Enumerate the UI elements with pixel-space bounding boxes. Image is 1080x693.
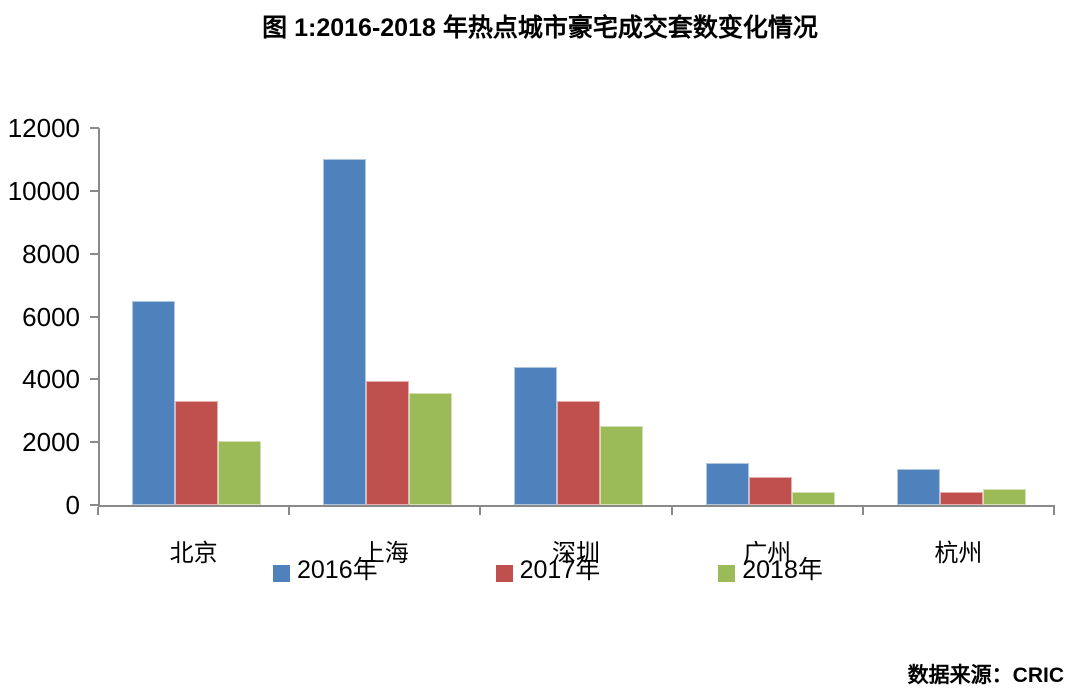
- x-axis-tick-mark: [1053, 507, 1055, 515]
- bar-2018年-广州: [791, 492, 835, 505]
- chart-title: 图 1:2016-2018 年热点城市豪宅成交套数变化情况: [262, 14, 818, 42]
- y-axis-tick-label: 10000: [7, 175, 80, 206]
- y-axis-tick-mark: [90, 189, 99, 192]
- y-axis-tick-label: 0: [65, 490, 80, 520]
- y-axis-tick-mark: [90, 378, 99, 381]
- y-axis-tick-label: 6000: [22, 301, 80, 332]
- bar-2017年-上海: [366, 380, 410, 505]
- legend-swatch-icon: [495, 565, 513, 582]
- bar-2016年-广州: [705, 462, 749, 505]
- y-axis-tick-mark: [90, 441, 99, 444]
- y-axis-line: [98, 128, 100, 507]
- legend-item-2016年: 2016年: [273, 558, 378, 583]
- x-axis-tick-mark: [861, 507, 864, 515]
- bar-2017年-广州: [748, 476, 792, 505]
- y-axis-tick-mark: [90, 252, 99, 255]
- legend-item-2017年: 2017年: [495, 556, 601, 584]
- y-axis-tick-label: 12000: [7, 113, 80, 143]
- bar-2017年-深圳: [557, 401, 601, 505]
- legend-label: 2018年: [742, 556, 823, 584]
- legend-label: 2017年: [519, 556, 601, 584]
- y-axis-tick-mark: [90, 127, 99, 129]
- x-axis-tick-mark: [97, 507, 99, 515]
- category-label-广州: 广州: [743, 540, 792, 567]
- chart-legend: 2016年 2017年 2018年: [273, 558, 823, 583]
- legend-item-2018年: 2018年: [718, 558, 823, 583]
- bar-2016年-上海: [323, 159, 367, 505]
- y-axis-tick-mark: [90, 504, 99, 506]
- legend-swatch-icon: [273, 565, 290, 582]
- x-axis-tick-mark: [479, 507, 482, 515]
- y-axis-tick-label: 4000: [22, 364, 80, 395]
- category-label-深圳: 深圳: [552, 540, 600, 567]
- legend-swatch-icon: [718, 565, 736, 582]
- bar-2017年-杭州: [939, 492, 983, 505]
- x-axis-tick-mark: [288, 507, 291, 515]
- bar-2018年-上海: [409, 393, 453, 505]
- bar-2017年-北京: [175, 401, 218, 505]
- bar-2016年-北京: [132, 300, 175, 505]
- bar-2016年-杭州: [896, 468, 940, 505]
- bar-2016年-深圳: [514, 366, 558, 505]
- y-axis-tick-label: 2000: [22, 427, 80, 458]
- category-label-杭州: 杭州: [934, 540, 983, 567]
- legend-label: 2016年: [297, 556, 378, 584]
- bar-2018年-深圳: [600, 426, 644, 505]
- data-source-note: 数据来源：CRIC: [907, 664, 1064, 687]
- y-axis-tick-mark: [90, 315, 99, 318]
- bar-2018年-杭州: [982, 489, 1026, 505]
- category-label-上海: 上海: [360, 540, 409, 567]
- category-label-北京: 北京: [169, 540, 218, 567]
- y-axis-tick-label: 8000: [22, 238, 80, 269]
- x-axis-tick-mark: [670, 507, 673, 515]
- x-axis-line: [98, 505, 1055, 507]
- bar-2018年-北京: [218, 440, 261, 505]
